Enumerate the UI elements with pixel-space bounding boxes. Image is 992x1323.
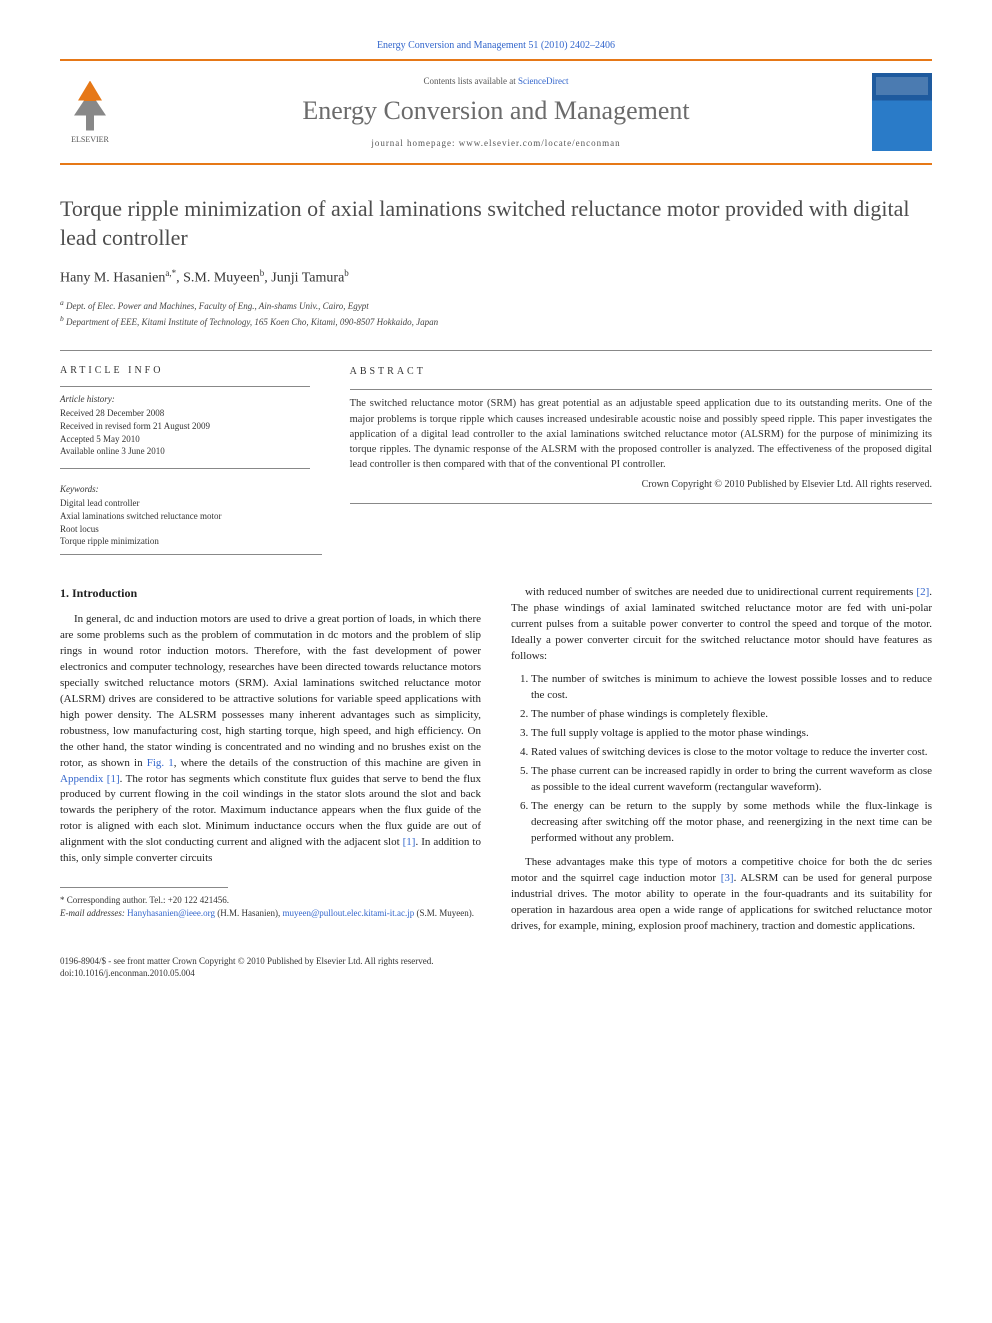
feature-item: The energy can be return to the supply b… xyxy=(531,799,932,847)
feature-item: The number of switches is minimum to ach… xyxy=(531,672,932,704)
keywords-heading: Keywords: xyxy=(60,483,310,496)
history-line: Available online 3 June 2010 xyxy=(60,445,310,458)
author-1-aff: a,* xyxy=(165,268,176,278)
ref-3-link[interactable]: [3] xyxy=(721,872,734,884)
publisher-logo: ELSEVIER xyxy=(60,77,120,147)
email-2-who: (S.M. Muyeen). xyxy=(414,908,474,918)
ref-1-link[interactable]: [1] xyxy=(403,836,416,848)
fig-1-link[interactable]: Fig. 1 xyxy=(147,757,174,769)
info-abstract-row: ARTICLE INFO Article history: Received 2… xyxy=(60,365,932,548)
author-list: Hany M. Hasaniena,*, S.M. Muyeenb, Junji… xyxy=(60,268,932,287)
affiliation-a: a Dept. of Elec. Power and Machines, Fac… xyxy=(60,297,932,314)
history-line: Received 28 December 2008 xyxy=(60,407,310,420)
ref-2-link[interactable]: [2] xyxy=(916,586,929,598)
affiliations: a Dept. of Elec. Power and Machines, Fac… xyxy=(60,297,932,330)
keyword: Digital lead controller xyxy=(60,497,310,510)
history-heading: Article history: xyxy=(60,393,310,406)
keyword: Torque ripple minimization xyxy=(60,535,310,548)
footer: 0196-8904/$ - see front matter Crown Cop… xyxy=(60,955,932,980)
author-3-aff: b xyxy=(344,268,349,278)
homepage-prefix: journal homepage: xyxy=(371,138,458,148)
email-1-who: (H.M. Hasanien), xyxy=(215,908,282,918)
email-1-link[interactable]: Hanyhasanien@ieee.org xyxy=(127,908,215,918)
title-block: Torque ripple minimization of axial lami… xyxy=(60,195,932,330)
feature-item: Rated values of switching devices is clo… xyxy=(531,745,932,761)
contents-prefix: Contents lists available at xyxy=(424,76,518,86)
left-column: 1. Introduction In general, dc and induc… xyxy=(60,585,481,935)
contents-available: Contents lists available at ScienceDirec… xyxy=(120,76,872,86)
feature-item: The full supply voltage is applied to th… xyxy=(531,726,932,742)
divider xyxy=(60,554,322,555)
footnote-rule xyxy=(60,887,228,888)
author-2-aff: b xyxy=(260,268,265,278)
affiliation-b: b Department of EEE, Kitami Institute of… xyxy=(60,313,932,330)
journal-title: Energy Conversion and Management xyxy=(120,96,872,126)
homepage-url: www.elsevier.com/locate/enconman xyxy=(459,138,621,148)
author-1: Hany M. Hasanien xyxy=(60,271,165,286)
keywords-block: Keywords: Digital lead controller Axial … xyxy=(60,483,310,548)
history-line: Received in revised form 21 August 2009 xyxy=(60,420,310,433)
author-2: S.M. Muyeen xyxy=(183,271,260,286)
features-list: The number of switches is minimum to ach… xyxy=(511,672,932,846)
journal-homepage: journal homepage: www.elsevier.com/locat… xyxy=(120,138,872,148)
article-title: Torque ripple minimization of axial lami… xyxy=(60,195,932,252)
journal-reference: Energy Conversion and Management 51 (201… xyxy=(60,40,932,51)
banner-center: Contents lists available at ScienceDirec… xyxy=(120,76,872,148)
email-label: E-mail addresses: xyxy=(60,908,127,918)
info-heading: ARTICLE INFO xyxy=(60,365,310,376)
history-line: Accepted 5 May 2010 xyxy=(60,433,310,446)
col2-para-1: with reduced number of switches are need… xyxy=(511,585,932,665)
col2-text-1a: with reduced number of switches are need… xyxy=(525,586,916,598)
right-column: with reduced number of switches are need… xyxy=(511,585,932,935)
feature-item: The phase current can be increased rapid… xyxy=(531,764,932,796)
feature-item: The number of phase windings is complete… xyxy=(531,707,932,723)
body-columns: 1. Introduction In general, dc and induc… xyxy=(60,585,932,935)
intro-text-2: , where the details of the construction … xyxy=(174,757,481,769)
intro-paragraph: In general, dc and induction motors are … xyxy=(60,612,481,867)
publisher-name: ELSEVIER xyxy=(71,135,109,144)
email-addresses: E-mail addresses: Hanyhasanien@ieee.org … xyxy=(60,907,481,920)
abstract-column: ABSTRACT The switched reluctance motor (… xyxy=(350,365,932,548)
intro-text-1: In general, dc and induction motors are … xyxy=(60,613,481,768)
sciencedirect-link[interactable]: ScienceDirect xyxy=(518,76,568,86)
footer-doi: doi:10.1016/j.enconman.2010.05.004 xyxy=(60,967,932,980)
abstract-heading: ABSTRACT xyxy=(350,365,932,380)
footnotes: * Corresponding author. Tel.: +20 122 42… xyxy=(60,894,481,919)
journal-banner: ELSEVIER Contents lists available at Sci… xyxy=(60,59,932,165)
author-3: Junji Tamura xyxy=(271,271,344,286)
footer-copyright: 0196-8904/$ - see front matter Crown Cop… xyxy=(60,955,932,968)
appendix-link[interactable]: Appendix [1] xyxy=(60,773,120,785)
journal-cover-thumbnail xyxy=(872,73,932,151)
section-1-heading: 1. Introduction xyxy=(60,585,481,602)
keyword: Axial laminations switched reluctance mo… xyxy=(60,510,310,523)
elsevier-tree-icon xyxy=(70,81,110,131)
col2-para-2: These advantages make this type of motor… xyxy=(511,855,932,935)
abstract-text: The switched reluctance motor (SRM) has … xyxy=(350,396,932,472)
copyright-line: Crown Copyright © 2010 Published by Else… xyxy=(350,478,932,493)
keyword: Root locus xyxy=(60,523,310,536)
article-info: ARTICLE INFO Article history: Received 2… xyxy=(60,365,310,548)
divider xyxy=(60,350,932,351)
email-2-link[interactable]: muyeen@pullout.elec.kitami-it.ac.jp xyxy=(283,908,415,918)
corresponding-author: * Corresponding author. Tel.: +20 122 42… xyxy=(60,894,481,907)
